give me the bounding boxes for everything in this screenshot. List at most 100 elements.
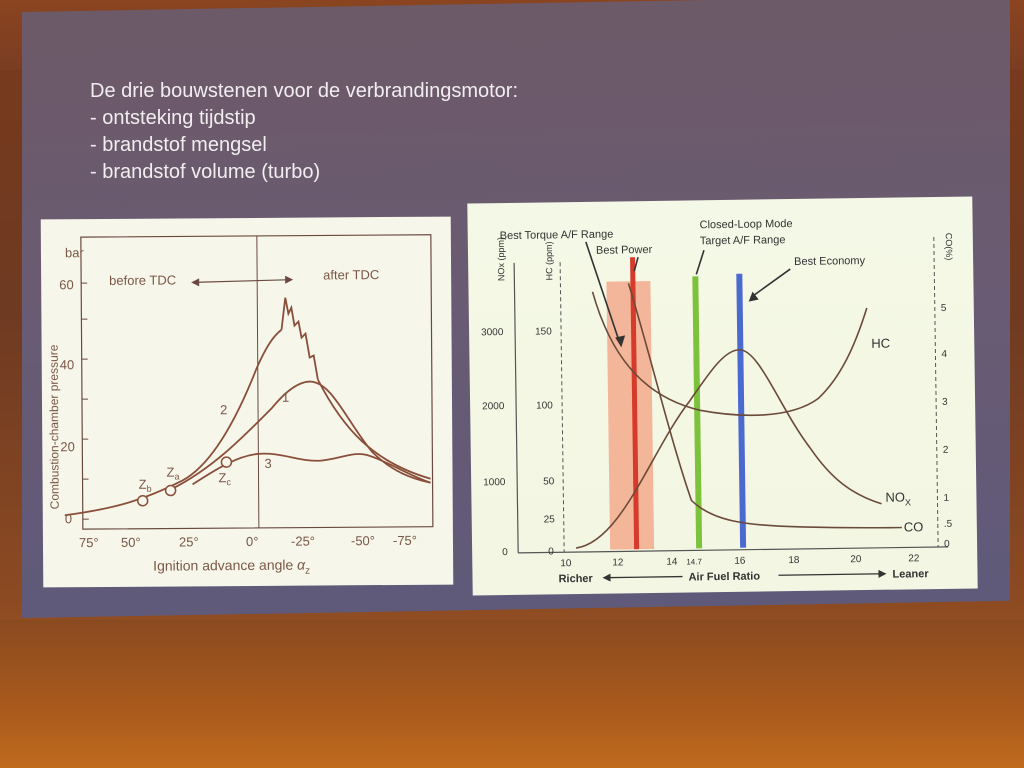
richer-arrow [604, 575, 683, 579]
afr-tick-14: 14 [666, 557, 678, 568]
slide-bullet-1: - ontsteking tijdstip [90, 107, 256, 129]
pressure-chart-panel: bar 0 20 40 60 Combustion-chamber pressu… [40, 216, 454, 588]
co-curve-label: CO [904, 519, 924, 534]
co-tick-1: 1 [943, 493, 949, 504]
curve-1 [172, 380, 431, 490]
best-economy-pointer-head [748, 291, 759, 302]
x-tick-75: 75° [79, 535, 99, 550]
x-tick-50: 50° [121, 535, 141, 550]
best-torque-annotation: Best Torque A/F Range [500, 229, 614, 243]
slide-title: De drie bouwstenen voor de verbrandingsm… [90, 80, 519, 102]
x-tick-minus50: -50° [351, 533, 375, 548]
co-tick-5: 5 [941, 303, 947, 314]
curve-2-knock [280, 297, 319, 380]
hc-axis [559, 262, 565, 553]
co-tick-2: 2 [943, 445, 949, 456]
nox-tick-1000: 1000 [483, 477, 506, 488]
pressure-chart-frame [80, 234, 434, 530]
curve-label-1: 1 [282, 390, 289, 405]
leaner-label: Leaner [892, 568, 929, 581]
slide-bullet-2: - brandstof mengsel [90, 134, 267, 156]
richer-label: Richer [558, 573, 593, 585]
co-tick-0: 0 [944, 539, 950, 550]
after-tdc-label: after TDC [323, 267, 379, 282]
hc-tick-50: 50 [543, 476, 555, 487]
hc-tick-150: 150 [535, 326, 552, 337]
best-power-annotation: Best Power [596, 244, 653, 257]
best-economy-line [736, 273, 747, 548]
best-power-line [630, 257, 640, 550]
curve-2-tail [317, 379, 431, 480]
co-axis-title: CO(%) [944, 233, 954, 261]
point-zc-marker [220, 456, 233, 468]
tdc-arrow-right-head [285, 275, 294, 284]
leaner-arrow-head [878, 569, 887, 578]
point-za-marker [164, 484, 177, 497]
best-torque-pointer-head [615, 335, 626, 348]
curve-label-2: 2 [220, 402, 227, 417]
afr-tick-22: 22 [908, 553, 920, 564]
room-wall-bottom [0, 620, 1024, 768]
hc-tick-100: 100 [536, 400, 553, 411]
closed-loop-pointer [695, 250, 705, 275]
afr-tick-20: 20 [850, 554, 862, 565]
co-tick-0-5: .5 [944, 519, 953, 530]
y-tick-40: 40 [60, 357, 75, 372]
point-zb-label: Zb [139, 477, 152, 494]
tdc-arrow-left-head [191, 278, 200, 287]
x-tick-0: 0° [246, 534, 259, 549]
afr-chart-panel: NOx (ppm) HC (ppm) CO(%) 0 1000 2000 3 0 0… [467, 196, 978, 596]
target-af-annotation: Target A/F Range [700, 234, 786, 247]
nox-tick-0: 0 [502, 547, 508, 558]
tdc-arrow [193, 279, 292, 283]
co-axis [933, 237, 939, 548]
air-fuel-ratio-label: Air Fuel Ratio [688, 570, 760, 583]
hc-curve-label: HC [871, 336, 890, 351]
stoich-line [692, 276, 703, 549]
best-torque-band [606, 280, 655, 550]
nox-tick-2000: 2000 [482, 401, 505, 412]
best-economy-annotation: Best Economy [794, 255, 866, 268]
afr-tick-12: 12 [612, 557, 624, 568]
richer-arrow-head [602, 573, 611, 582]
x-tick-minus75: -75° [393, 533, 417, 548]
curve-label-3: 3 [264, 456, 271, 471]
y-tick-0: 0 [65, 511, 72, 526]
x-tick-minus25: -25° [291, 534, 315, 549]
curve-2 [64, 329, 283, 517]
afr-tick-18: 18 [788, 555, 800, 566]
nox-curve-label: NOX [885, 489, 911, 507]
x-axis [518, 546, 949, 554]
hc-tick-0: 0 [548, 546, 554, 557]
hc-axis-title: HC (ppm) [544, 241, 555, 280]
y-tick-20: 20 [60, 439, 75, 454]
hc-curve [591, 291, 868, 417]
tdc-line [256, 235, 260, 528]
leaner-arrow [778, 573, 885, 576]
pressure-unit-label: bar [65, 245, 85, 260]
nox-curve [575, 348, 882, 549]
y-axis-title: Combustion-chamber pressure [47, 344, 62, 509]
hc-tick-25: 25 [544, 514, 556, 525]
co-tick-3: 3 [942, 397, 948, 408]
afr-tick-14-7: 14.7 [686, 557, 702, 566]
afr-tick-10: 10 [560, 558, 572, 569]
afr-tick-16: 16 [734, 556, 746, 567]
nox-axis [513, 262, 519, 553]
best-torque-pointer [585, 241, 620, 342]
pressure-chart: bar 0 20 40 60 Combustion-chamber pressu… [47, 234, 434, 578]
best-economy-pointer [750, 268, 791, 299]
slide-bullet-3: - brandstof volume (turbo) [90, 161, 321, 183]
afr-chart: NOx (ppm) HC (ppm) CO(%) 0 1000 2000 3 0 0… [481, 218, 954, 585]
co-curve [627, 283, 902, 529]
nox-axis-title: NOx (ppm) [496, 237, 507, 281]
x-axis-title: Ignition advance angle αz [153, 557, 310, 578]
point-zb-marker [136, 494, 149, 507]
y-tick-60: 60 [59, 277, 74, 292]
best-power-pointer [633, 256, 639, 272]
closed-loop-annotation: Closed-Loop Mode [700, 218, 793, 231]
point-zc-label: Zc [218, 470, 231, 487]
curve-3 [192, 452, 431, 486]
x-tick-25: 25° [179, 534, 199, 549]
co-tick-4: 4 [941, 349, 947, 360]
